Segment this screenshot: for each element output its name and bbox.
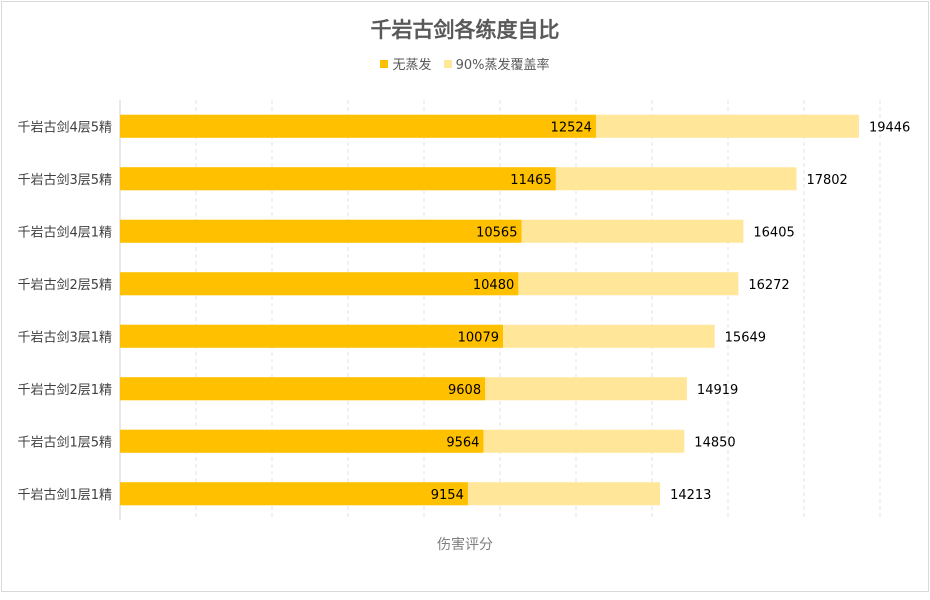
data-label-series-1: 14850 <box>694 435 735 450</box>
data-label-series-1: 14213 <box>670 488 711 503</box>
x-axis-title: 伤害评分 <box>437 537 493 553</box>
chart-title: 千岩古剑各练度自比 <box>370 18 560 42</box>
data-label-series-0: 10480 <box>473 278 514 293</box>
bar-series-0 <box>120 324 504 348</box>
legend-swatch-series-0 <box>380 59 389 68</box>
chart-legend: 无蒸发 90%蒸发覆盖率 <box>0 54 930 73</box>
y-tick-label: 千岩古剑4层5精 <box>17 119 112 135</box>
bar-series-0 <box>120 114 596 138</box>
y-tick-label: 千岩古剑1层5精 <box>17 434 112 450</box>
bar-series-0 <box>120 429 484 453</box>
data-label-series-1: 15649 <box>725 330 766 345</box>
data-label-series-0: 9564 <box>446 435 479 450</box>
y-tick-label: 千岩古剑1层1精 <box>17 487 112 503</box>
data-label-series-1: 17802 <box>806 173 847 188</box>
data-label-series-1: 16272 <box>748 278 789 293</box>
legend-label-series-0: 无蒸发 <box>392 58 432 73</box>
data-label-series-0: 9154 <box>431 488 464 503</box>
data-label-series-1: 14919 <box>697 383 738 398</box>
bar-series-0 <box>120 167 556 191</box>
bar-series-0 <box>120 219 522 243</box>
data-label-series-0: 10565 <box>476 225 517 240</box>
bar-series-0 <box>120 377 486 401</box>
bar-series-0 <box>120 272 519 296</box>
y-tick-label: 千岩古剑2层5精 <box>17 277 112 293</box>
data-label-series-0: 9608 <box>448 383 481 398</box>
data-label-series-0: 11465 <box>510 173 551 188</box>
bar-series-0 <box>120 482 468 506</box>
y-tick-label: 千岩古剑3层1精 <box>17 329 112 345</box>
data-label-series-0: 10079 <box>458 330 499 345</box>
data-label-series-0: 12524 <box>551 120 592 135</box>
legend-label-series-1: 90%蒸发覆盖率 <box>455 58 550 73</box>
y-tick-label: 千岩古剑2层1精 <box>17 382 112 398</box>
legend-item-series-1: 90%蒸发覆盖率 <box>443 54 550 73</box>
data-label-series-1: 19446 <box>869 120 910 135</box>
data-label-series-1: 16405 <box>753 225 794 240</box>
y-tick-label: 千岩古剑4层1精 <box>17 224 112 240</box>
legend-item-series-0: 无蒸发 <box>380 54 431 73</box>
legend-swatch-series-1 <box>443 59 452 68</box>
y-tick-label: 千岩古剑3层5精 <box>17 172 112 188</box>
